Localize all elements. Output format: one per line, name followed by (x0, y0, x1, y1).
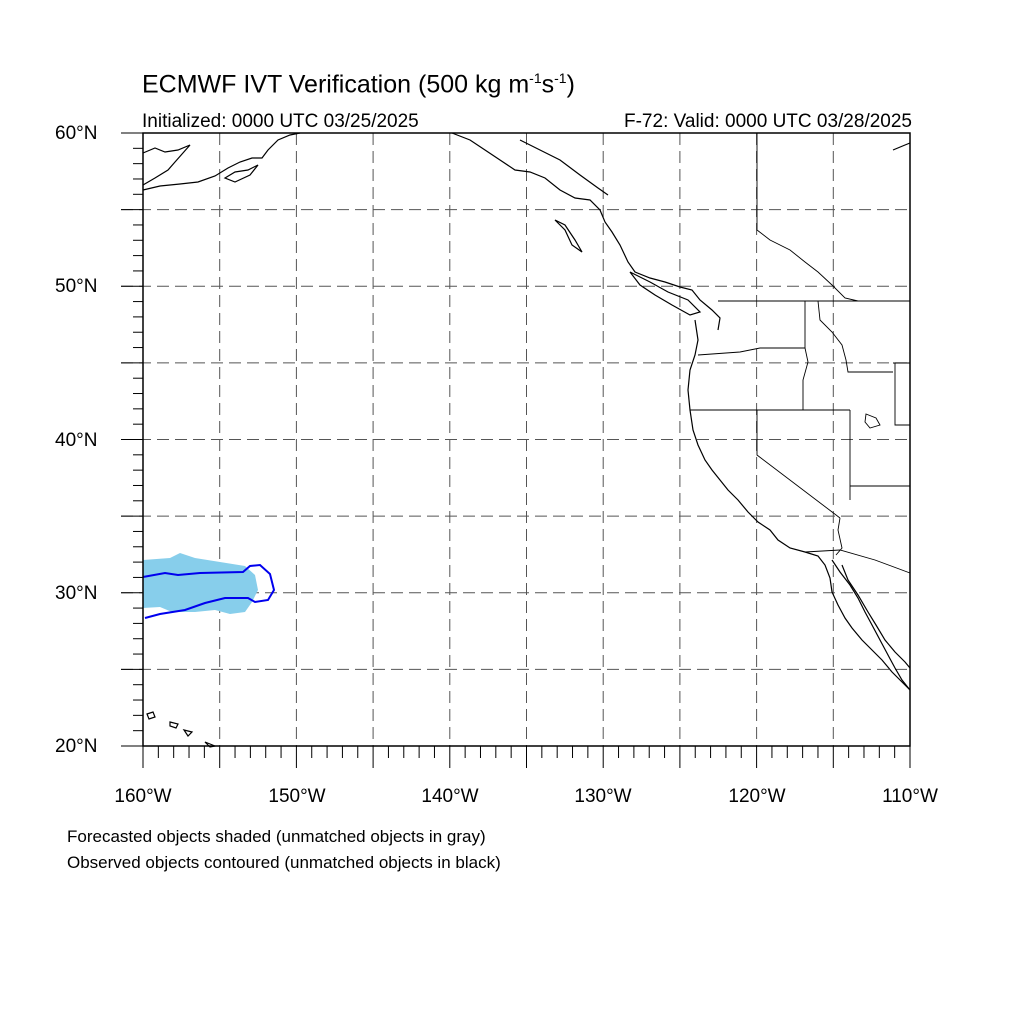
lon-label-160w: 160°W (114, 786, 172, 807)
or-id-border (802, 361, 809, 410)
hawaii-island-1 (146, 711, 156, 720)
se-alaska-coast (451, 132, 721, 331)
wa-or-border (697, 347, 809, 363)
lon-label-140w: 140°W (421, 786, 479, 807)
alaska-canada-border (756, 133, 859, 302)
baja-coast (831, 559, 911, 691)
hudson-coast (892, 142, 911, 151)
lat-label-40n: 40°N (55, 430, 98, 451)
gridlines (121, 133, 910, 746)
kodiak-island (223, 164, 259, 183)
vancouver-island (629, 271, 702, 316)
observed-object-contour (142, 563, 276, 619)
lat-label-60n: 60°N (55, 123, 98, 144)
lon-label-150w: 150°W (268, 786, 326, 807)
hawaii-island-3 (182, 729, 194, 737)
valid-time: F-72: Valid: 0000 UTC 03/28/2025 (624, 111, 912, 132)
id-mt-border (817, 300, 893, 373)
us-west-coast (687, 319, 911, 691)
map-title: ECMWF IVT Verification (500 kg m-1s-1) (142, 70, 575, 99)
forecast-note: Forecasted objects shaded (unmatched obj… (67, 827, 486, 846)
alaska-coast-2 (142, 132, 301, 191)
lon-label-110w: 110°W (882, 786, 938, 807)
lat-label-30n: 30°N (55, 583, 98, 604)
lon-label-130w: 130°W (574, 786, 632, 807)
lon-label-120w: 120°W (728, 786, 786, 807)
lat-label-50n: 50°N (55, 276, 98, 297)
great-salt-lake (864, 413, 881, 429)
wy-border (893, 362, 911, 426)
islands-bc (554, 219, 583, 253)
alaska-coast (142, 144, 191, 186)
gulf-california (841, 564, 911, 669)
initialized-time: Initialized: 0000 UTC 03/25/2025 (142, 111, 419, 132)
ca-nv-border (756, 410, 841, 519)
lat-label-20n: 20°N (55, 736, 98, 757)
axis-ticks (121, 132, 911, 768)
us-mexico-border (804, 549, 911, 574)
coastlines (142, 132, 911, 748)
hawaii-island-2 (169, 721, 179, 729)
political-borders (690, 133, 911, 574)
az-ca-border (835, 517, 843, 556)
alaska-panhandle (519, 139, 609, 196)
observed-note: Observed objects contoured (unmatched ob… (67, 853, 501, 872)
